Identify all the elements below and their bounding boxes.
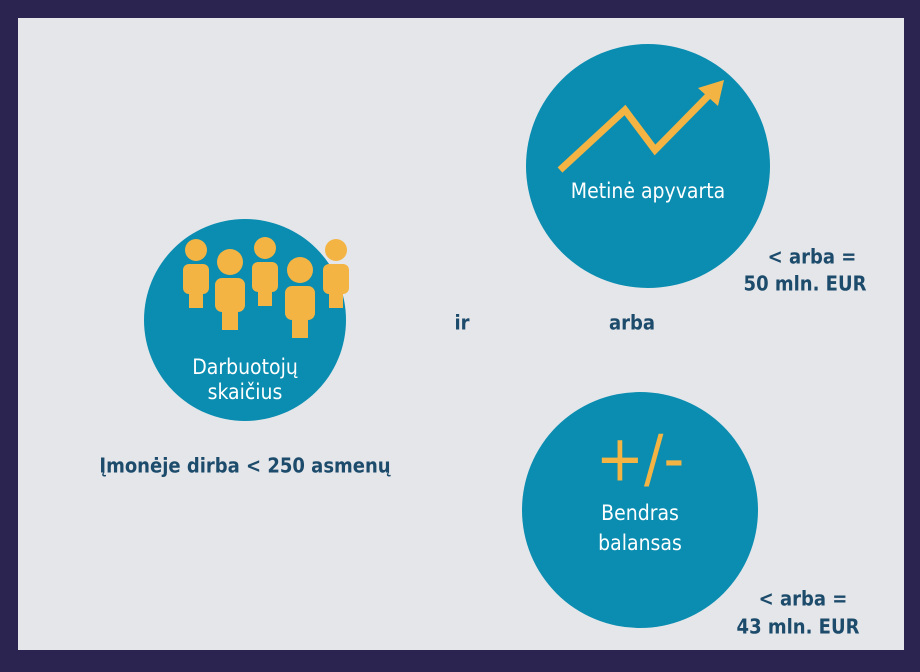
employees-label: Darbuotojų [192, 355, 298, 379]
connector-and: ir [454, 311, 469, 335]
employees-label: skaičius [208, 380, 283, 404]
turnover-circle [526, 44, 770, 288]
balance-label: balansas [598, 531, 682, 555]
balance-condition: < arba = [759, 587, 848, 611]
people-icon [183, 237, 349, 338]
balance-symbol: +/- [596, 423, 684, 497]
balance-label: Bendras [601, 501, 679, 525]
turnover-condition: < arba = [768, 245, 857, 269]
employees-condition: Įmonėje dirba < 250 asmenų [99, 454, 390, 478]
arrow-head [698, 80, 724, 106]
turnover-label: Metinė apyvarta [571, 179, 725, 203]
turnover-threshold: 50 mln. EUR [744, 272, 867, 296]
connector-or: arba [609, 311, 655, 335]
balance-threshold: 43 mln. EUR [737, 615, 860, 639]
trend-arrow [557, 89, 715, 173]
balance-circle [522, 392, 758, 628]
